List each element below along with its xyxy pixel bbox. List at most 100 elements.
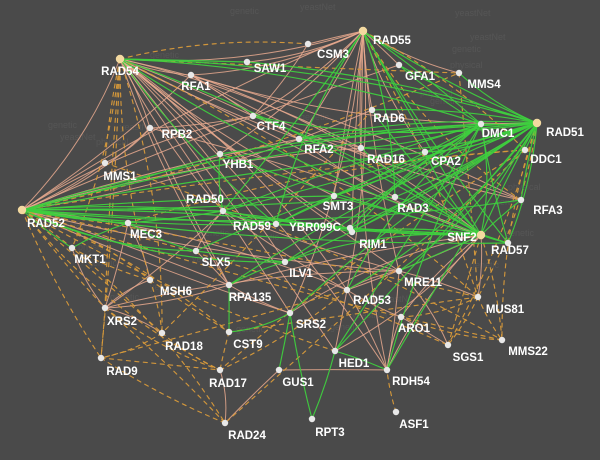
graph-node-rad59[interactable]: [272, 220, 280, 228]
graph-node-rad53[interactable]: [343, 286, 351, 294]
edge-genetic: [21, 209, 226, 424]
graph-node-ctf4[interactable]: [249, 112, 257, 120]
graph-node-rad3[interactable]: [391, 193, 399, 201]
edge-coexpression: [71, 222, 129, 249]
graph-node-mus81[interactable]: [474, 293, 482, 301]
watermark-text: yeastNet: [120, 122, 156, 132]
edge-coexpression: [275, 30, 364, 225]
graph-node-rad57[interactable]: [504, 239, 512, 247]
edge-genetic: [501, 122, 538, 341]
node-label-rad9: RAD9: [106, 366, 137, 378]
graph-node-rpt3[interactable]: [308, 415, 316, 423]
graph-node-yhb1[interactable]: [216, 150, 224, 158]
graph-node-cpa2[interactable]: [421, 148, 429, 156]
graph-node-mre11[interactable]: [395, 267, 403, 275]
edge-physical: [334, 289, 348, 352]
edge-coexpression: [298, 120, 538, 140]
graph-node-rad18[interactable]: [158, 329, 166, 337]
graph-node-mms22[interactable]: [498, 336, 506, 344]
graph-node-rad16[interactable]: [357, 144, 365, 152]
edge-genetic: [161, 332, 221, 371]
graph-node-rpb2[interactable]: [146, 124, 154, 132]
graph-node-rim1[interactable]: [348, 228, 356, 236]
watermark-text: genetic: [48, 120, 78, 130]
graph-node-csm3[interactable]: [304, 40, 312, 48]
edge-genetic: [21, 72, 460, 211]
node-label-mms4: MMS4: [467, 79, 501, 91]
edge-coexpression: [386, 123, 482, 371]
edge-coexpression: [398, 234, 482, 272]
graph-node-mms4[interactable]: [455, 69, 463, 77]
edge-coexpression: [351, 122, 538, 233]
graph-node-mec3[interactable]: [124, 219, 132, 227]
edge-genetic: [477, 296, 503, 341]
graph-node-mkt1[interactable]: [68, 244, 76, 252]
graph-node-asf1[interactable]: [392, 408, 400, 416]
node-label-rad52: RAD52: [27, 218, 65, 230]
edge-coexpression: [284, 123, 482, 263]
graph-node-rad9[interactable]: [97, 354, 105, 362]
edge-coexpression: [334, 122, 538, 352]
graph-node-rad55[interactable]: [358, 26, 368, 36]
graph-node-rad6[interactable]: [368, 106, 376, 114]
node-label-rad6: RAD6: [373, 113, 404, 125]
graph-node-rad17[interactable]: [216, 366, 224, 374]
edge-physical: [346, 289, 402, 318]
node-label-msh6: MSH6: [160, 286, 192, 298]
graph-node-rad54[interactable]: [115, 54, 125, 64]
graph-node-rad52[interactable]: [17, 205, 27, 215]
edge-physical: [298, 30, 364, 140]
node-label-rim1: RIM1: [359, 239, 387, 251]
graph-node-saw1[interactable]: [243, 58, 251, 66]
node-label-rad55: RAD55: [373, 35, 411, 47]
graph-node-rfa3[interactable]: [517, 196, 525, 204]
graph-node-gus1[interactable]: [275, 366, 283, 374]
edge-coexpression: [362, 30, 538, 124]
graph-node-rad51[interactable]: [532, 118, 542, 128]
node-label-mms22: MMS22: [508, 346, 548, 358]
edge-coexpression: [127, 210, 224, 224]
graph-node-aro1[interactable]: [397, 313, 405, 321]
graph-node-sgs1[interactable]: [444, 341, 452, 349]
node-label-rad59: RAD59: [233, 221, 271, 233]
graph-node-cst9[interactable]: [225, 328, 233, 336]
edge-coexpression: [346, 123, 482, 291]
edge-coexpression: [119, 58, 248, 63]
edge-genetic: [100, 357, 221, 371]
graph-node-rad50[interactable]: [219, 207, 227, 215]
graph-node-slx5[interactable]: [192, 247, 200, 255]
graph-node-ddc1[interactable]: [521, 146, 529, 154]
edge-genetic: [400, 316, 503, 341]
graph-node-ilv1[interactable]: [281, 258, 289, 266]
watermark-text: yeastNet: [380, 294, 416, 304]
edge-physical: [21, 209, 400, 272]
graph-node-rad24[interactable]: [221, 419, 229, 427]
graph-node-snf2[interactable]: [476, 230, 486, 240]
node-label-rad18: RAD18: [165, 341, 203, 353]
node-label-mkt1: MKT1: [74, 254, 106, 266]
edge-coexpression: [275, 123, 482, 225]
edge-physical: [119, 58, 400, 272]
watermark-text: genetic: [330, 322, 360, 332]
graph-node-rpa135[interactable]: [225, 281, 233, 289]
node-label-xrs2: XRS2: [107, 316, 137, 328]
graph-node-rdh54[interactable]: [383, 366, 391, 374]
edge-coexpression: [21, 209, 73, 249]
graph-node-srs2[interactable]: [286, 309, 294, 317]
watermark-text: physical: [508, 182, 541, 192]
graph-node-msh6[interactable]: [146, 276, 154, 284]
edge-genetic: [104, 58, 121, 164]
edge-genetic: [119, 58, 163, 334]
graph-node-rfa1[interactable]: [187, 71, 195, 79]
graph-node-mms1[interactable]: [101, 159, 109, 167]
graph-node-gfa1[interactable]: [395, 61, 403, 69]
node-label-ybr099c: YBR099C: [289, 222, 341, 234]
graph-node-hed1[interactable]: [331, 347, 339, 355]
node-layer[interactable]: [17, 26, 542, 427]
graph-node-dmc1[interactable]: [477, 120, 485, 128]
graph-node-rfa2[interactable]: [295, 135, 303, 143]
graph-node-smt3[interactable]: [330, 192, 338, 200]
graph-node-xrs2[interactable]: [101, 304, 109, 312]
